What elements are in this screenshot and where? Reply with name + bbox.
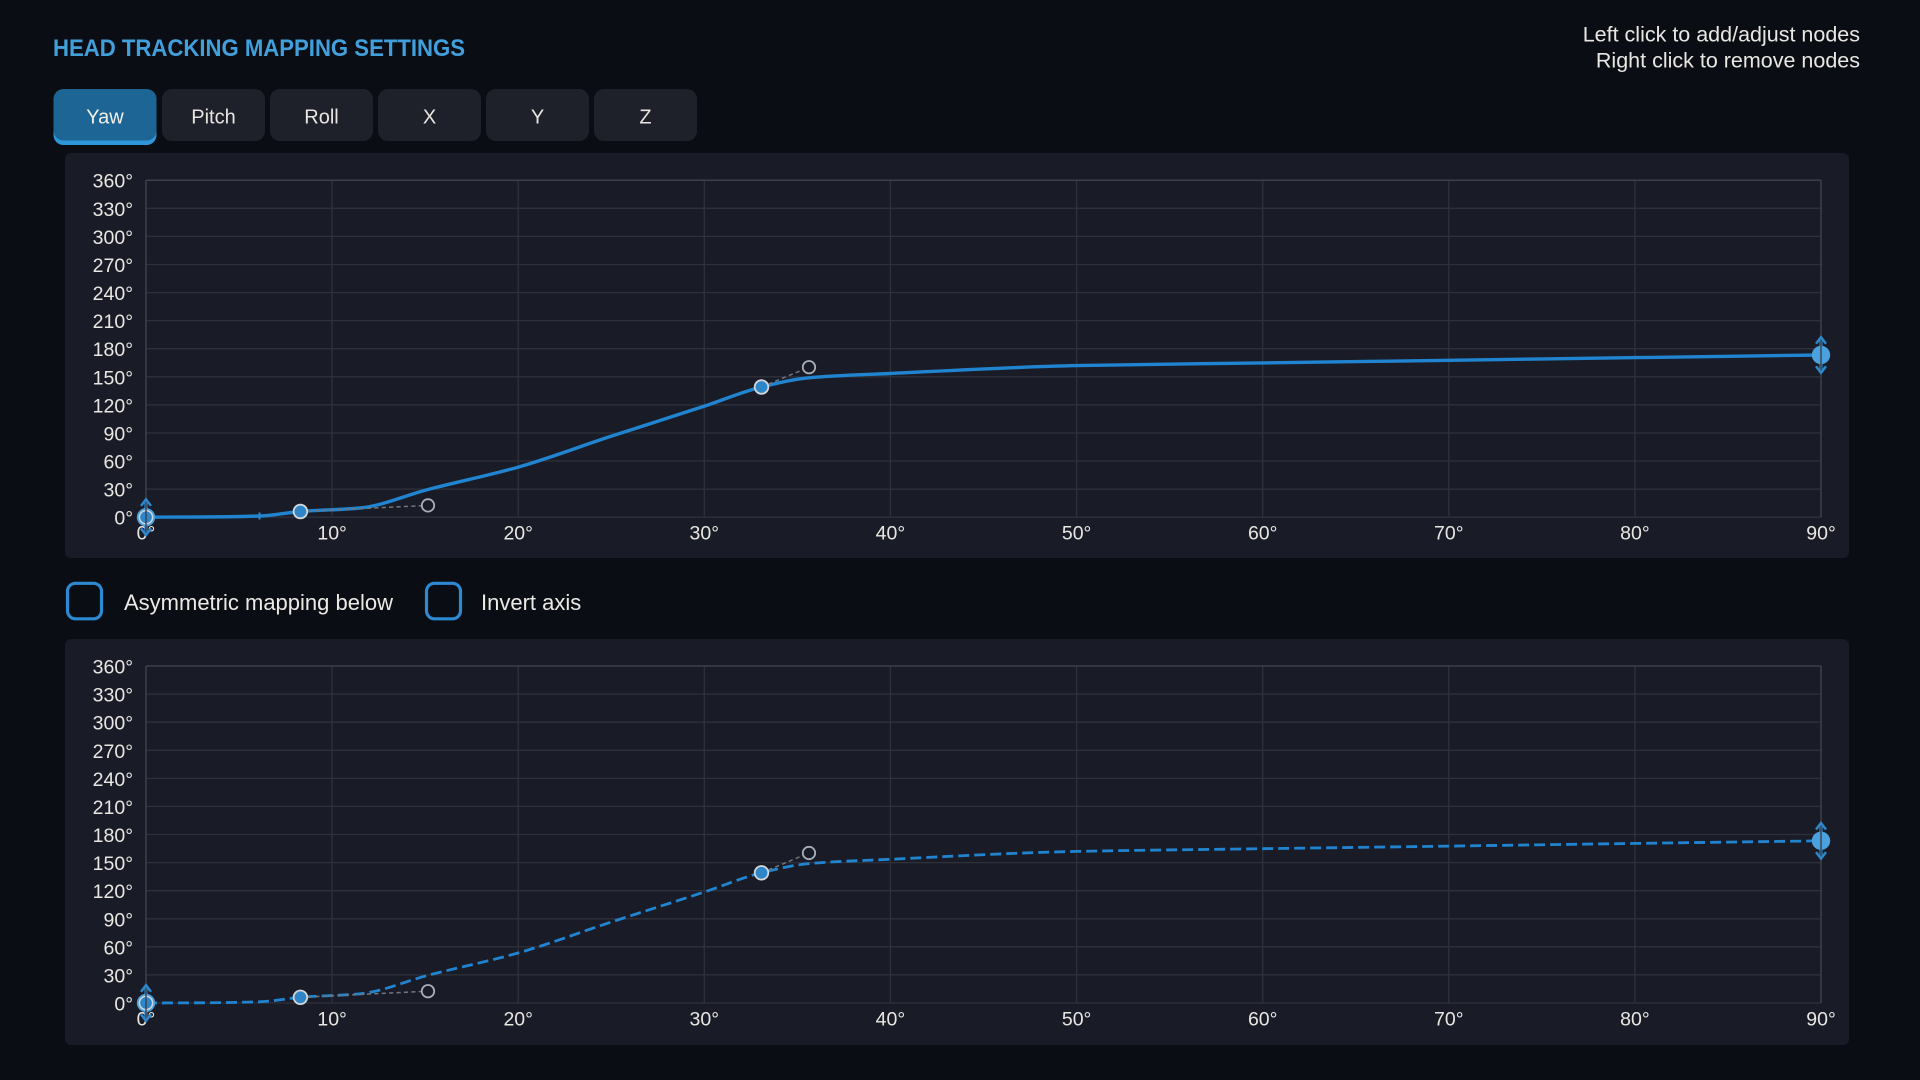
svg-text:120°: 120° — [93, 881, 133, 903]
svg-text:120°: 120° — [93, 395, 133, 417]
svg-text:Yaw: Yaw — [86, 107, 124, 129]
svg-text:240°: 240° — [93, 283, 133, 305]
svg-text:30°: 30° — [690, 1008, 720, 1030]
svg-text:240°: 240° — [93, 769, 133, 791]
svg-text:Invert axis: Invert axis — [481, 590, 581, 615]
svg-text:40°: 40° — [876, 523, 906, 545]
svg-text:20°: 20° — [503, 523, 533, 545]
svg-text:210°: 210° — [93, 797, 133, 819]
svg-text:30°: 30° — [104, 965, 134, 987]
svg-text:10°: 10° — [317, 1008, 347, 1030]
svg-text:150°: 150° — [93, 367, 133, 389]
svg-text:Left click to add/adjust nodes: Left click to add/adjust nodes — [1583, 23, 1860, 47]
svg-text:0°: 0° — [114, 994, 133, 1016]
svg-text:60°: 60° — [1248, 523, 1278, 545]
svg-text:270°: 270° — [93, 255, 133, 277]
svg-text:Pitch: Pitch — [191, 107, 235, 129]
svg-text:Asymmetric mapping below: Asymmetric mapping below — [124, 590, 393, 615]
svg-text:20°: 20° — [503, 1008, 533, 1030]
svg-text:HEAD TRACKING MAPPING SETTINGS: HEAD TRACKING MAPPING SETTINGS — [53, 35, 465, 62]
svg-text:40°: 40° — [876, 1008, 906, 1030]
svg-text:X: X — [423, 107, 436, 129]
svg-text:90°: 90° — [1806, 1008, 1836, 1030]
svg-text:90°: 90° — [104, 424, 134, 446]
svg-text:150°: 150° — [93, 853, 133, 875]
svg-text:80°: 80° — [1620, 1008, 1650, 1030]
svg-text:30°: 30° — [690, 523, 720, 545]
svg-text:330°: 330° — [93, 199, 133, 221]
svg-text:30°: 30° — [104, 480, 134, 502]
svg-text:Roll: Roll — [304, 107, 338, 129]
svg-text:360°: 360° — [93, 657, 133, 679]
svg-text:0°: 0° — [114, 508, 133, 530]
svg-text:60°: 60° — [1248, 1008, 1278, 1030]
svg-text:180°: 180° — [93, 825, 133, 847]
svg-text:50°: 50° — [1062, 523, 1092, 545]
svg-text:330°: 330° — [93, 685, 133, 707]
svg-text:210°: 210° — [93, 311, 133, 333]
svg-text:90°: 90° — [104, 909, 134, 931]
svg-text:60°: 60° — [104, 937, 134, 959]
svg-text:Y: Y — [531, 107, 544, 129]
svg-text:50°: 50° — [1062, 1008, 1092, 1030]
svg-text:70°: 70° — [1434, 1008, 1464, 1030]
svg-text:180°: 180° — [93, 339, 133, 361]
svg-text:10°: 10° — [317, 523, 347, 545]
svg-text:Right click to remove nodes: Right click to remove nodes — [1596, 49, 1860, 73]
svg-text:270°: 270° — [93, 741, 133, 763]
svg-text:70°: 70° — [1434, 523, 1464, 545]
svg-text:360°: 360° — [93, 171, 133, 193]
svg-text:90°: 90° — [1806, 523, 1836, 545]
svg-text:300°: 300° — [93, 227, 133, 249]
svg-text:300°: 300° — [93, 713, 133, 735]
svg-text:80°: 80° — [1620, 523, 1650, 545]
svg-text:Z: Z — [639, 107, 651, 129]
svg-text:60°: 60° — [104, 452, 134, 474]
